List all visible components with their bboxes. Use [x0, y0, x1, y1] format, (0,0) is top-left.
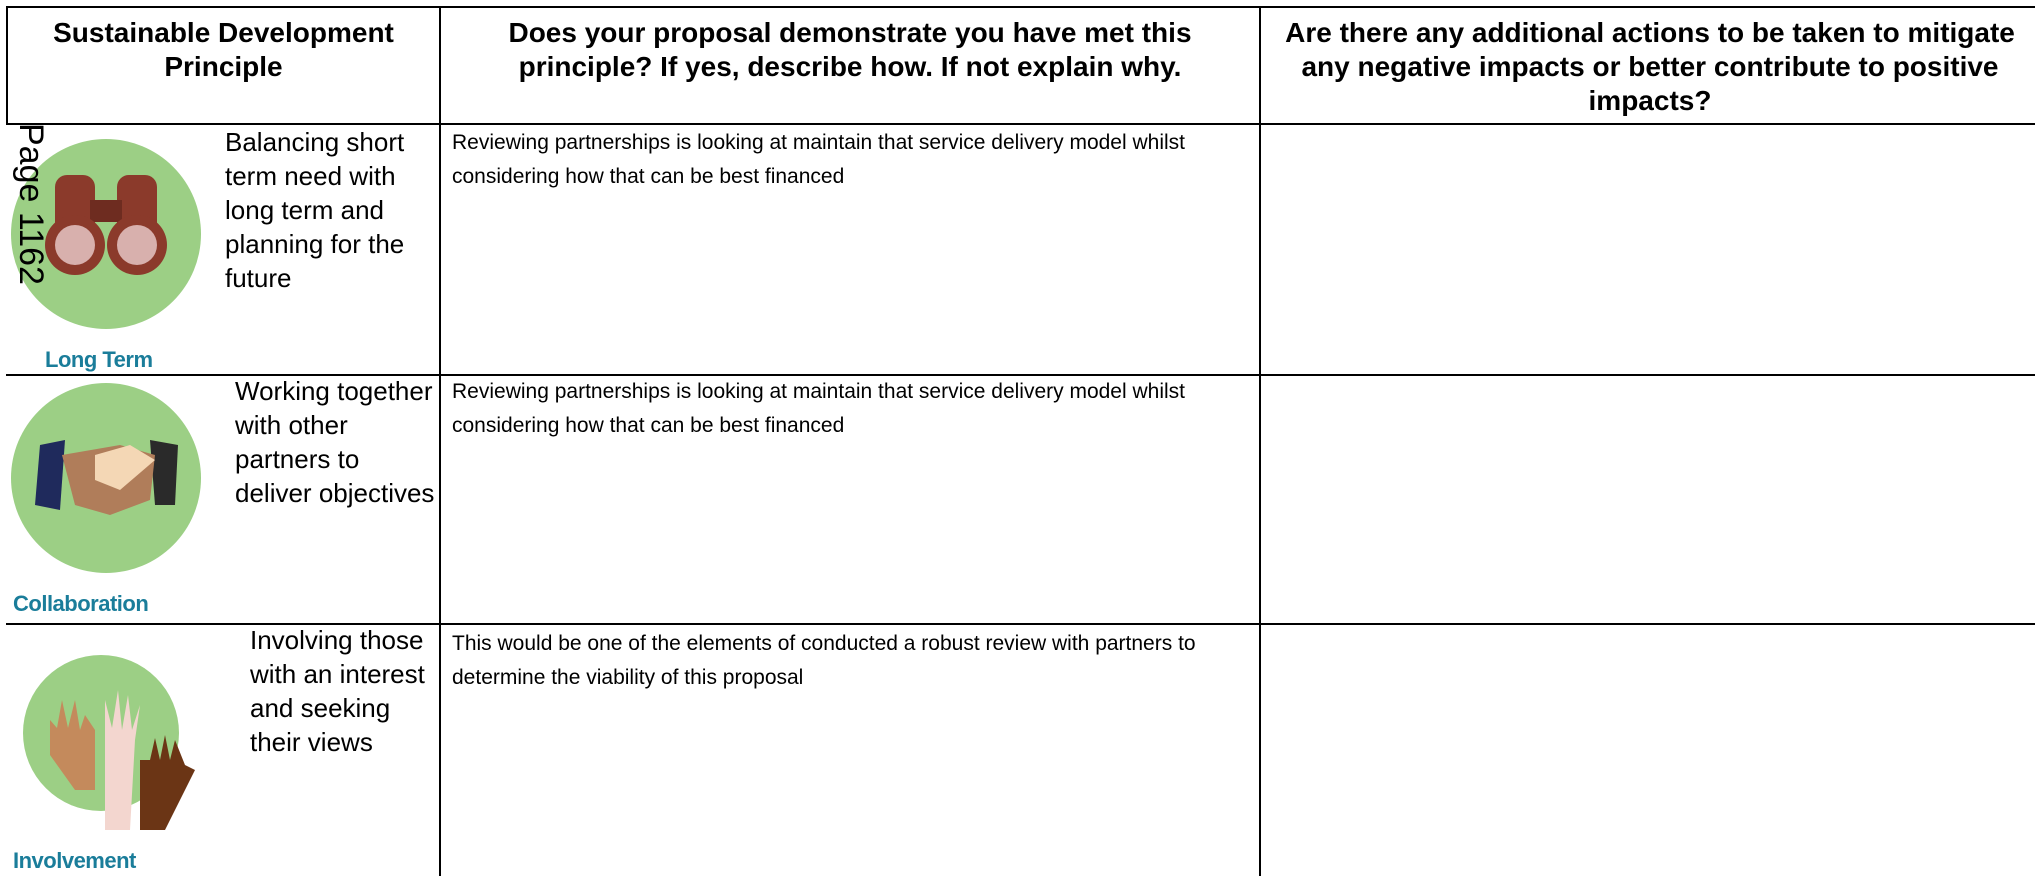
principle-label: Involvement — [13, 848, 136, 873]
response-text: This would be one of the elements of con… — [452, 632, 1196, 689]
principle-description: Balancing short term need with long term… — [225, 127, 405, 293]
principle-label: Collaboration — [13, 591, 149, 616]
border — [1259, 6, 1261, 876]
border — [6, 374, 2035, 376]
principle-label: Long Term — [45, 347, 153, 372]
handshake-icon — [11, 383, 201, 573]
border — [6, 6, 2035, 8]
page-label: Page 1162 — [12, 123, 50, 285]
border — [6, 623, 2035, 625]
border — [6, 123, 2035, 125]
header-cell: Does your proposal demonstrate you have … — [508, 17, 1192, 82]
header-cell: Sustainable Development Principle — [53, 17, 394, 82]
response-text: Reviewing partnerships is looking at mai… — [452, 380, 1186, 437]
border — [6, 6, 8, 123]
border — [439, 6, 441, 876]
response-text: Reviewing partnerships is looking at mai… — [452, 131, 1186, 188]
header-cell: Are there any additional actions to be t… — [1285, 17, 2015, 116]
binoculars-icon — [11, 139, 201, 329]
principle-description: Involving those with an interest and see… — [250, 625, 425, 757]
principle-description: Working together with other partners to … — [235, 376, 435, 508]
hands-icon — [23, 655, 195, 830]
